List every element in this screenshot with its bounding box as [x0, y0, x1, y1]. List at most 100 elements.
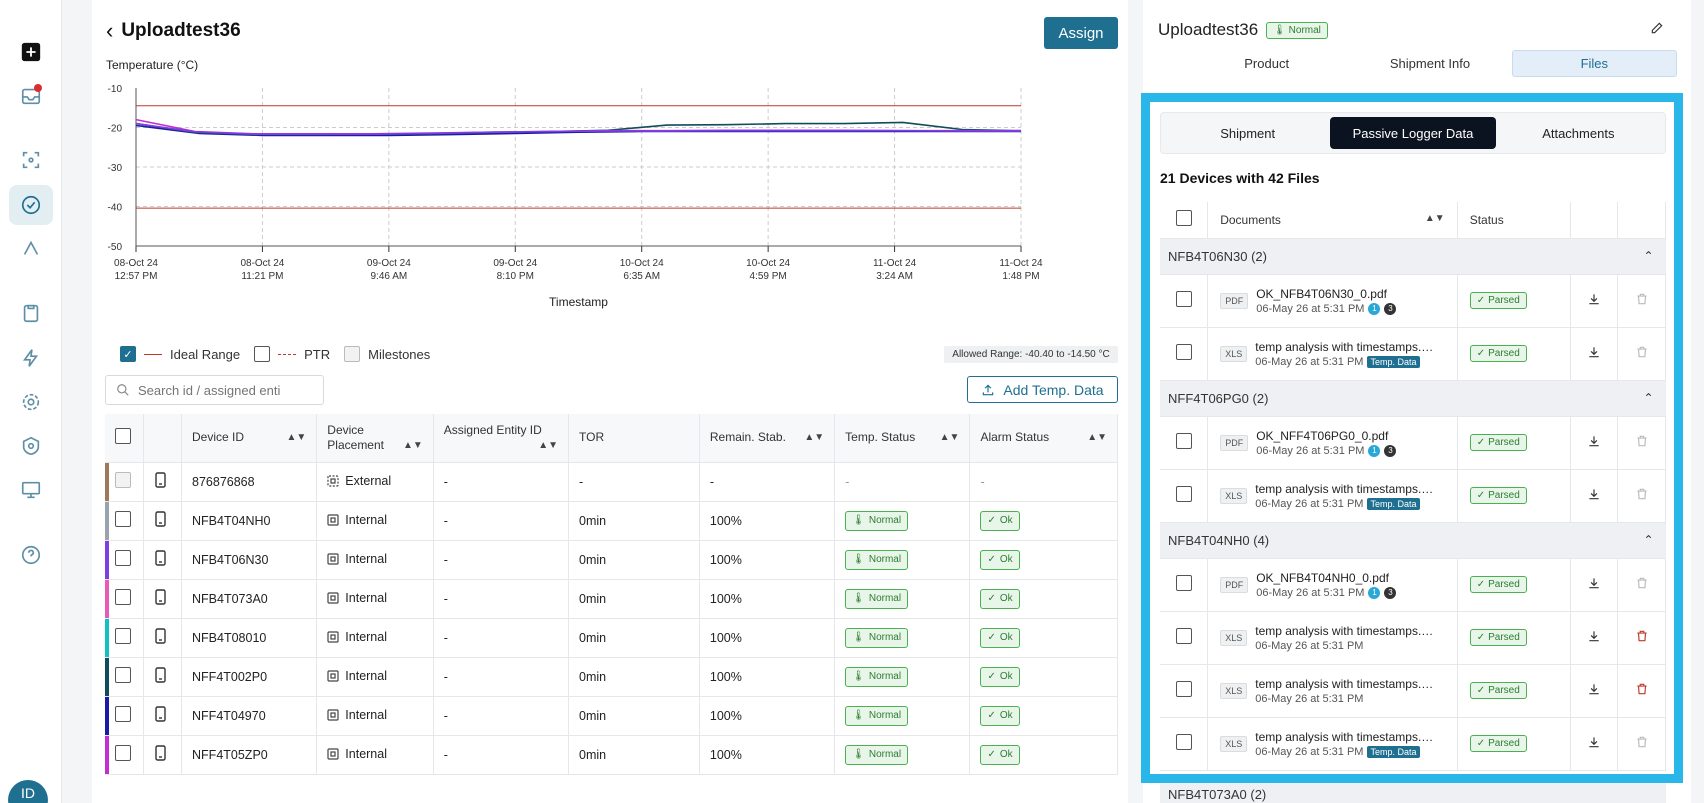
- trash-icon[interactable]: [1635, 345, 1649, 359]
- download-icon[interactable]: [1587, 434, 1601, 448]
- inbox-icon[interactable]: [9, 76, 53, 116]
- select-all-checkbox[interactable]: [115, 427, 131, 444]
- device-id-cell[interactable]: 876876868: [181, 462, 318, 502]
- device-group-row[interactable]: NFF4T06PG0 (2) ⌃: [1160, 380, 1666, 417]
- scan-icon[interactable]: [9, 140, 53, 180]
- table-row[interactable]: NFB4T073A0 Internal - 0min 100% 🌡 Normal…: [105, 579, 1118, 619]
- devices-icon[interactable]: [9, 470, 53, 510]
- download-icon[interactable]: [1587, 629, 1601, 643]
- files-select-all-checkbox[interactable]: [1175, 210, 1192, 227]
- file-name[interactable]: temp analysis with timestamps.csv: [1255, 676, 1438, 691]
- add-temp-data-button[interactable]: Add Temp. Data: [967, 376, 1118, 403]
- sort-icon[interactable]: ▲▼: [1424, 212, 1445, 224]
- download-icon[interactable]: [1587, 292, 1601, 306]
- file-name[interactable]: temp analysis with timestamps.csv: [1255, 729, 1438, 744]
- group-header-next[interactable]: NFB4T073A0 (2): [1160, 783, 1666, 803]
- device-id-cell[interactable]: NFB4T04NH0: [181, 501, 318, 541]
- table-row[interactable]: NFF4T05ZP0 Internal - 0min 100% 🌡 Normal…: [105, 735, 1118, 775]
- ptr-checkbox[interactable]: [254, 346, 271, 362]
- file-name[interactable]: OK_NFF4T06PG0_0.pdf: [1256, 428, 1389, 443]
- row-checkbox[interactable]: [115, 550, 131, 566]
- device-group-row[interactable]: NFB4T04NH0 (4) ⌃: [1160, 522, 1666, 559]
- device-id-cell[interactable]: NFF4T05ZP0: [181, 735, 318, 775]
- sort-icon[interactable]: ▲▼: [939, 432, 960, 444]
- row-checkbox[interactable]: [115, 628, 131, 644]
- file-name[interactable]: OK_NFB4T04NH0_0.pdf: [1256, 570, 1389, 585]
- trash-icon[interactable]: [1635, 434, 1649, 448]
- trash-icon[interactable]: [1635, 487, 1649, 501]
- assign-button[interactable]: Assign: [1044, 17, 1118, 49]
- file-checkbox[interactable]: [1175, 575, 1192, 591]
- file-row[interactable]: XLS temp analysis with timestamps.csv 06-M…: [1160, 469, 1666, 523]
- file-checkbox[interactable]: [1175, 628, 1192, 644]
- row-checkbox[interactable]: [115, 745, 131, 761]
- row-checkbox[interactable]: [115, 706, 131, 722]
- file-checkbox[interactable]: [1175, 681, 1192, 697]
- milestones-checkbox[interactable]: [344, 346, 361, 362]
- sort-icon[interactable]: ▲▼: [1087, 432, 1107, 444]
- power-icon[interactable]: [9, 338, 53, 378]
- add-icon[interactable]: [9, 32, 53, 72]
- sort-icon[interactable]: ▲▼: [402, 439, 423, 451]
- file-row[interactable]: XLS temp analysis with timestamps.csv 06-M…: [1160, 664, 1666, 718]
- download-icon[interactable]: [1587, 682, 1601, 696]
- security-icon[interactable]: [9, 426, 53, 466]
- trash-icon[interactable]: [1635, 682, 1649, 696]
- table-row[interactable]: NFB4T04NH0 Internal - 0min 100% 🌡 Normal…: [105, 501, 1118, 541]
- sort-icon[interactable]: ▲▼: [286, 432, 307, 444]
- trash-icon[interactable]: [1635, 629, 1649, 643]
- tab-shipment-info[interactable]: Shipment Info: [1389, 56, 1471, 71]
- device-id-cell[interactable]: NFB4T073A0: [181, 579, 318, 619]
- file-checkbox[interactable]: [1175, 486, 1192, 502]
- chevron-up-icon[interactable]: ⌃: [1643, 248, 1654, 263]
- analytics-icon[interactable]: [9, 228, 53, 268]
- table-row[interactable]: NFF4T002P0 Internal - 0min 100% 🌡 Normal…: [105, 657, 1118, 697]
- file-row[interactable]: XLS temp analysis with timestamps.csv 06-M…: [1160, 327, 1666, 381]
- file-row[interactable]: PDF OK_NFB4T06N30_0.pdf 06-May 26 at 5:31 …: [1160, 274, 1666, 328]
- avatar[interactable]: ID: [8, 780, 48, 803]
- device-id-cell[interactable]: NFB4T06N30: [181, 540, 318, 580]
- search-input[interactable]: [138, 382, 298, 398]
- file-row[interactable]: PDF OK_NFF4T06PG0_0.pdf 06-May 26 at 5:31 …: [1160, 416, 1666, 470]
- back-arrow-icon[interactable]: ‹: [106, 18, 114, 43]
- legend-ptr[interactable]: PTR: [254, 346, 330, 362]
- device-search[interactable]: [105, 375, 324, 405]
- ideal-range-checkbox[interactable]: ✓: [120, 346, 136, 362]
- file-name[interactable]: temp analysis with timestamps.csv: [1255, 481, 1438, 496]
- device-id-cell[interactable]: NFF4T04970: [181, 696, 318, 736]
- clipboard-icon[interactable]: [9, 293, 53, 333]
- download-icon[interactable]: [1587, 487, 1601, 501]
- file-checkbox[interactable]: [1175, 344, 1192, 360]
- device-group-row[interactable]: NFB4T06N30 (2) ⌃: [1160, 238, 1666, 275]
- trash-icon[interactable]: [1635, 735, 1649, 749]
- file-row[interactable]: XLS temp analysis with timestamps.csv 06-M…: [1160, 717, 1666, 771]
- device-id-cell[interactable]: NFF4T002P0: [181, 657, 318, 697]
- tab-files[interactable]: Files: [1511, 50, 1677, 77]
- settings-icon[interactable]: [9, 382, 53, 422]
- sort-icon[interactable]: ▲▼: [804, 432, 825, 444]
- table-row[interactable]: NFB4T08010 Internal - 0min 100% 🌡 Normal…: [105, 618, 1118, 658]
- tab-product[interactable]: Product: [1244, 56, 1290, 71]
- sort-icon[interactable]: ▲▼: [538, 439, 559, 451]
- column-header-temp-status[interactable]: Temp. Status ▲▼: [834, 414, 971, 463]
- file-row[interactable]: PDF OK_NFB4T04NH0_0.pdf 06-May 26 at 5:31 …: [1160, 558, 1666, 612]
- table-row[interactable]: NFF4T04970 Internal - 0min 100% 🌡 Normal…: [105, 696, 1118, 736]
- column-header-alarm-status[interactable]: Alarm Status ▲▼: [969, 414, 1118, 463]
- column-header-documents[interactable]: Documents ▲▼: [1207, 202, 1458, 239]
- table-row[interactable]: 876876868 External - - - - -: [105, 462, 1118, 502]
- row-checkbox[interactable]: [115, 589, 131, 605]
- file-checkbox[interactable]: [1175, 734, 1192, 750]
- legend-ideal-range[interactable]: ✓ Ideal Range: [120, 346, 240, 362]
- file-row[interactable]: XLS temp analysis with timestamps.csv 06-M…: [1160, 611, 1666, 665]
- chevron-up-icon[interactable]: ⌃: [1643, 532, 1654, 547]
- download-icon[interactable]: [1587, 576, 1601, 590]
- file-name[interactable]: temp analysis with timestamps.csv: [1255, 339, 1438, 354]
- column-header-device-placement[interactable]: Device Placement ▲▼: [316, 414, 434, 463]
- column-header-assigned-entity[interactable]: Assigned Entity ID ▲▼: [433, 414, 570, 463]
- device-id-cell[interactable]: NFB4T08010: [181, 618, 318, 658]
- download-icon[interactable]: [1587, 735, 1601, 749]
- column-header-remain-stab[interactable]: Remain. Stab. ▲▼: [699, 414, 836, 463]
- file-name[interactable]: temp analysis with timestamps.csv: [1255, 623, 1438, 638]
- download-icon[interactable]: [1587, 345, 1601, 359]
- file-checkbox[interactable]: [1175, 433, 1192, 449]
